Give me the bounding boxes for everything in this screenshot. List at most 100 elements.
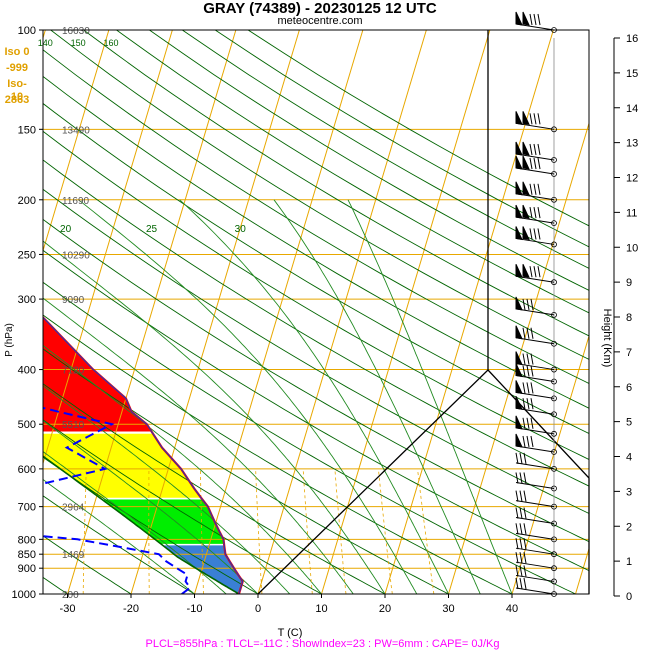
geopotential-label: 200 [62,590,79,601]
geopotential-label: 16030 [62,26,90,37]
pressure-tick-label: 800 [18,534,36,546]
wind-barb-shaft [515,532,555,540]
dry-adiabat-line [43,348,449,594]
moist-adiabat-line [179,199,449,594]
height-tick-label: 11 [626,207,637,219]
wind-barb-feather [522,398,526,410]
isotherm-line [511,334,589,594]
axes-layer: 1603013490116901029090907120551029641469… [4,25,638,639]
wind-barb-feather [526,353,530,365]
wind-barb-feather [519,577,523,590]
wind-barb-feather [515,472,519,484]
dry-adiabat-label: 150 [71,38,86,48]
parcel-path [43,455,240,594]
wind-barb-feather [523,472,527,484]
height-tick-label: 1 [626,556,632,568]
wind-barb-feather [515,490,519,502]
pressure-tick-label: 250 [18,249,36,261]
dry-adiabat-line [43,130,589,460]
wind-barb-feather [530,417,534,429]
wind-barb-feather [533,266,537,278]
mixing-ratio-line [200,468,204,594]
moist-adiabat-label: 20 [60,224,72,235]
moist-adiabat-line [43,344,322,594]
wind-barb-feather [519,565,523,577]
wind-barb-feather [533,157,537,170]
wind-barb-flag [522,204,530,219]
dry-adiabat-line [43,456,259,594]
wind-barb-feather [526,398,530,410]
wind-barb-feather [515,565,519,577]
wind-barb-feather [533,228,537,240]
mixing-ratio-line [417,468,435,594]
dry-adiabat-line [43,419,322,594]
wind-barb-feather [515,523,519,535]
wind-barb-feather [519,472,523,484]
fill-yellow-region [43,433,201,498]
height-tick-label: 9 [626,277,632,289]
moist-adiabat-line [43,450,227,594]
moist-adiabat-label: 25 [146,224,158,235]
moist-adiabat-line [347,199,513,594]
wind-barb-feather [533,143,537,156]
mixing-ratio-line [255,468,263,594]
dry-adiabat-line [43,218,589,543]
temp-tick-label: 20 [379,603,391,615]
isotherm-line [384,30,554,594]
wind-barb-flag [515,396,523,410]
dry-adiabat-line [247,30,589,227]
temp-tick-label: -30 [60,603,76,615]
wind-barb-flag [515,11,523,26]
wind-barb-feather [519,538,523,550]
wind-barb-feather [530,353,534,365]
wind-barb-feather [522,417,526,429]
wind-barb-shaft [515,574,555,582]
geopotential-label: 11690 [62,196,90,207]
moist-adiabat-line [43,240,386,594]
height-tick-label: 10 [626,242,638,254]
geopotential-label: 5510 [62,420,85,431]
wind-barb-feather [537,157,541,170]
height-tick-label: 5 [626,417,632,429]
wind-barb-shaft [515,481,555,489]
wind-barb-feather [530,435,534,448]
dry-adiabat-line [43,49,589,384]
geopotential-label: 9090 [62,295,85,306]
wind-barb-feather [537,266,541,278]
wind-barb-feather [526,382,530,394]
wind-barb-flag [515,111,523,125]
wind-barb-shaft [515,500,555,508]
wind-barb-shaft [515,547,555,555]
wind-barb-feather [519,523,523,535]
wind-barb-feather [515,452,519,464]
wind-barb-feather [537,113,541,125]
height-tick-label: 0 [626,591,632,603]
isotherm-line [67,30,237,594]
wind-barb-flag [515,415,523,430]
dry-adiabat-line [116,30,589,314]
geopotential-label: 1469 [62,550,85,561]
virtual-temperature-profile [43,316,244,594]
moist-adiabat-line [43,385,291,594]
wind-barb-flag [515,155,523,170]
pressure-tick-label: 100 [18,25,36,37]
plot-frame [42,29,590,595]
wind-barb-flag [522,141,530,156]
grid-layer [43,30,589,594]
wind-panel-boundary [487,369,590,594]
wind-barb-flag [522,155,530,170]
geopotential-label: 13490 [62,125,90,136]
wind-barb-feather [523,490,527,502]
wind-barb-feather [530,298,534,310]
pressure-tick-label: 700 [18,502,36,514]
wind-barb-flag [515,181,523,196]
wind-barb-flag [515,380,523,395]
wind-barb-feather [529,143,533,156]
wind-barb-feather [515,577,519,590]
moist-adiabat-line [43,297,354,594]
wind-barb-feather [519,490,523,502]
wind-barb-flag [515,141,523,156]
wind-barb-flag [515,226,523,241]
dry-adiabat-line [43,159,589,487]
